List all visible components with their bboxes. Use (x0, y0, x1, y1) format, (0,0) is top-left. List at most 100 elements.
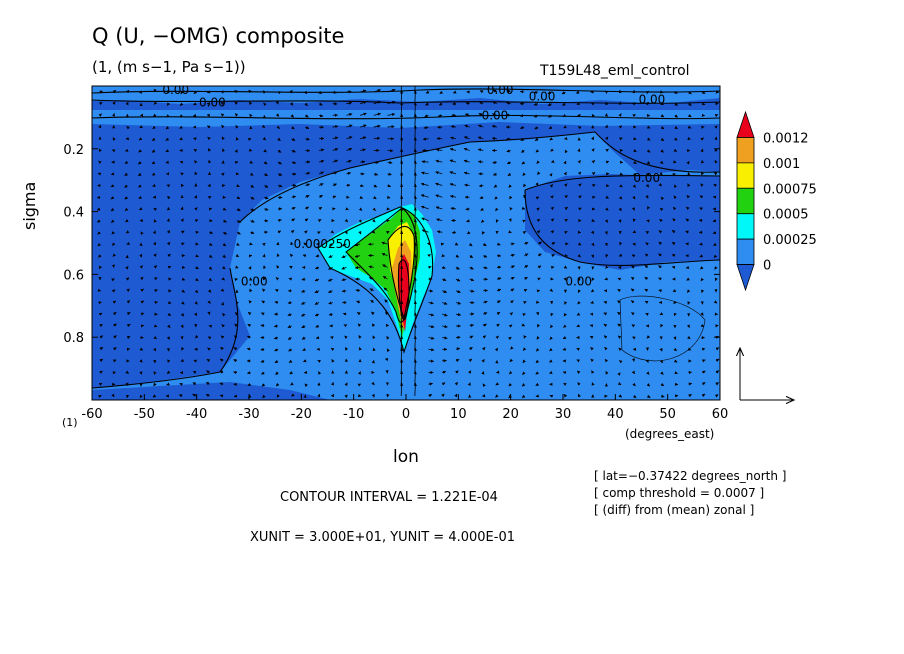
wind-vector (699, 207, 703, 211)
wind-vector (193, 90, 198, 95)
wind-vector (261, 371, 265, 375)
wind-vector (262, 276, 266, 281)
contour-labels: 0.00 0.00 0.00 0.00 0.00 0.00 0.00 0.00 0.00 0.00… (162, 83, 665, 289)
wind-vector (221, 124, 225, 129)
wind-vector (618, 195, 623, 200)
wind-vector (510, 300, 514, 304)
wind-vector (276, 125, 280, 129)
wind-vector (248, 266, 252, 270)
wind-vector (714, 394, 719, 398)
wind-vector (357, 323, 362, 327)
wind-vector (463, 159, 470, 163)
wind-vector (303, 242, 307, 246)
wind-vector (524, 265, 529, 269)
wind-vector (112, 101, 116, 105)
wind-vector (318, 183, 324, 187)
wind-vector (219, 382, 224, 386)
wind-vector (712, 219, 717, 223)
wind-vector (387, 160, 393, 165)
wind-vector (548, 114, 552, 118)
wind-vector (523, 301, 527, 305)
wind-vector (166, 370, 171, 375)
x-tick-label: 60 (712, 407, 729, 422)
wind-vector (330, 230, 334, 234)
wind-vector (479, 90, 484, 94)
wind-vector (386, 336, 390, 340)
wind-vectors (96, 86, 720, 399)
wind-vector (524, 276, 528, 281)
wind-vector (660, 126, 665, 130)
wind-vector (537, 265, 542, 269)
wind-vector (436, 230, 443, 234)
wind-vector (702, 359, 706, 363)
wind-vector (549, 137, 554, 141)
wind-vector (206, 125, 211, 129)
wind-vector (318, 114, 324, 118)
wind-vector (435, 171, 443, 175)
wind-vector (563, 265, 568, 269)
wind-vector (332, 159, 339, 163)
wind-vector (99, 335, 104, 339)
wind-vector (424, 114, 429, 118)
wind-vector (97, 242, 102, 247)
wind-vector (713, 300, 718, 304)
wind-vector (577, 265, 581, 270)
wind-vector (110, 184, 115, 188)
wind-vector (354, 266, 361, 270)
wind-vector (166, 184, 171, 188)
wind-vector (138, 149, 142, 153)
wind-vector (644, 265, 649, 269)
wind-vector (373, 136, 381, 140)
wind-vector (373, 172, 379, 176)
wind-vector (413, 125, 417, 139)
contour-label: 0.00 (487, 83, 514, 97)
wind-vector (673, 300, 677, 305)
wind-vector (153, 265, 158, 269)
wind-vector (533, 102, 539, 106)
wind-vector (631, 254, 636, 258)
wind-vector (509, 195, 513, 200)
wind-vector (305, 183, 310, 187)
wind-vector (126, 336, 131, 340)
wind-vector (383, 287, 388, 292)
wind-vector (236, 208, 241, 212)
wind-vector (496, 242, 501, 246)
wind-vector (179, 125, 183, 129)
wind-vector (463, 147, 470, 151)
wind-vector (208, 242, 213, 246)
wind-vector (603, 300, 608, 305)
wind-vector (659, 160, 664, 165)
wind-vector (110, 172, 115, 176)
wind-vector (261, 300, 266, 304)
wind-vector (274, 300, 279, 304)
wind-vector (400, 300, 404, 315)
x-tick-label: 20 (502, 407, 519, 422)
wind-vector (179, 160, 184, 164)
wind-vector (700, 312, 704, 316)
wind-vector (138, 184, 142, 188)
wind-vector (264, 207, 269, 211)
wind-vector (400, 148, 404, 163)
wind-vector (617, 300, 621, 304)
wind-vector (360, 184, 364, 188)
wind-vector (387, 88, 396, 93)
wind-vector (536, 347, 540, 352)
wind-vector (372, 335, 376, 340)
wind-vector (111, 289, 116, 293)
wind-vector (332, 90, 337, 94)
colorbar-segment (736, 187, 755, 215)
wind-vector (318, 148, 325, 152)
wind-vector (400, 218, 404, 233)
wind-vector (477, 136, 484, 140)
wind-vector (344, 382, 348, 387)
wind-vector (181, 277, 186, 281)
x-tick-label: -60 (81, 407, 102, 422)
wind-vector (645, 312, 649, 316)
wind-vector (354, 254, 361, 258)
wind-vector (151, 172, 156, 176)
wind-vector (685, 265, 690, 269)
wind-vector (420, 182, 429, 186)
wind-vector (550, 148, 554, 152)
wind-vector (551, 242, 556, 246)
